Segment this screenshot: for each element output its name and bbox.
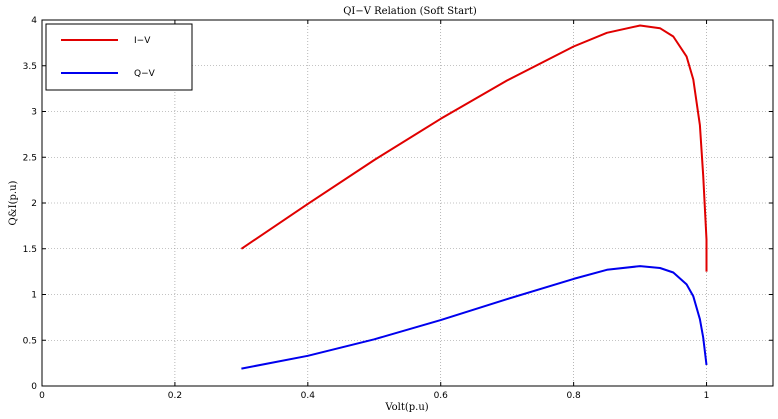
x-tick-label: 0.4	[301, 391, 316, 401]
y-tick-label: 1	[31, 291, 37, 301]
x-tick-label: 0.2	[168, 391, 182, 401]
legend-label: I−V	[134, 36, 151, 46]
y-tick-label: 0.5	[23, 336, 37, 346]
y-tick-label: 2	[31, 199, 37, 209]
legend-box	[45, 23, 193, 91]
legend: I−V Q−V	[45, 23, 193, 91]
y-axis-label: Q&I(p.u)	[8, 180, 19, 225]
x-tick-label: 1	[704, 391, 710, 401]
y-tick-label: 3.5	[23, 62, 37, 72]
series-line-i-v	[240, 24, 708, 272]
y-tick-label: 3	[31, 108, 37, 118]
chart-title: QI−V Relation (Soft Start)	[343, 6, 477, 17]
y-tick-label: 0	[31, 382, 37, 392]
x-axis-label: Volt(p.u)	[384, 402, 428, 413]
y-tick-label: 4	[31, 16, 37, 26]
y-tick-label: 2.5	[23, 153, 37, 163]
series-line-q-v	[241, 265, 708, 370]
x-tick-label: 0.8	[566, 391, 581, 401]
x-tick-label: 0	[39, 391, 45, 401]
x-tick-label: 0.6	[434, 391, 449, 401]
axis-ticks: 0 0.2 0.4 0.6 0.8 1 0 0.5 1 1.5 2 2.5 3 3.5 4	[23, 16, 773, 401]
series-group	[240, 24, 708, 370]
y-tick-label: 1.5	[23, 245, 37, 255]
legend-label: Q−V	[134, 69, 156, 79]
